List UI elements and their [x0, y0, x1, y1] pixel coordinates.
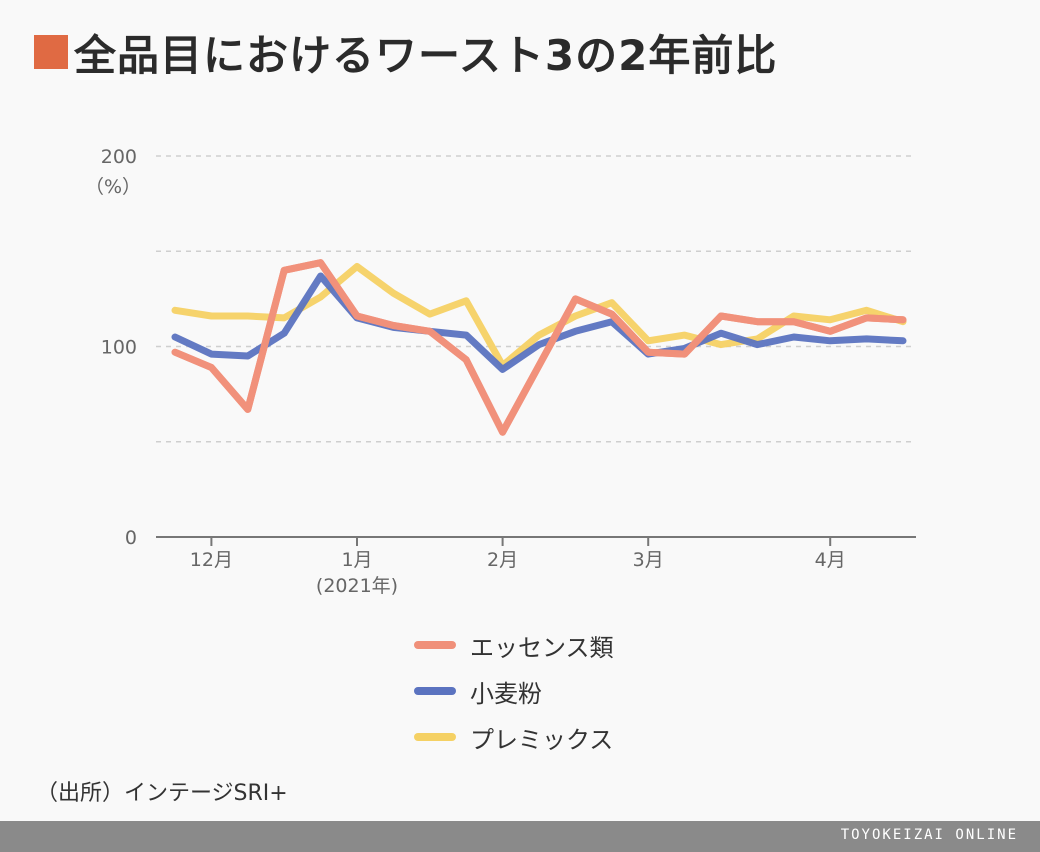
y-tick-label-100: 100	[101, 337, 137, 359]
chart-title: 全品目におけるワースト3の2年前比	[34, 22, 777, 82]
title-marker-square	[34, 35, 68, 69]
x-tick-label-2: 2月	[487, 549, 518, 571]
y-tick-label-0: 0	[125, 527, 137, 549]
y-axis-unit-label: （%）	[85, 176, 141, 198]
chart-legend: エッセンス類 小麦粉 プレミックス	[414, 622, 614, 760]
source-note: （出所）インテージSRI+	[36, 781, 288, 806]
legend-label-essence: エッセンス類	[470, 633, 614, 662]
legend-label-flour: 小麦粉	[470, 679, 542, 708]
series-line-0-top	[171, 259, 907, 436]
legend-item-premix: プレミックス	[414, 714, 614, 760]
line-chart: 0 100 200 （%） 12月 1月 (2021年) 2月 3月 4月	[85, 146, 916, 597]
x-tick-label-4: 4月	[815, 549, 846, 571]
legend-item-essence: エッセンス類	[414, 622, 614, 668]
series-line-1	[171, 272, 907, 373]
x-tick-label-0: 12月	[190, 549, 233, 571]
legend-swatch-flour	[414, 687, 456, 695]
legend-swatch-premix	[414, 733, 456, 741]
title-text: 全品目におけるワースト3の2年前比	[74, 30, 778, 80]
footer-bar: TOYOKEIZAI ONLINE	[0, 821, 1040, 852]
x-tick-label-3: 3月	[633, 549, 664, 571]
x-tick-label-1: 1月	[341, 549, 372, 571]
footer-brand: TOYOKEIZAI ONLINE	[840, 827, 1018, 843]
x-tick-sublabel-1: (2021年)	[316, 575, 398, 597]
legend-item-flour: 小麦粉	[414, 668, 614, 714]
y-tick-label-200: 200	[101, 146, 137, 168]
legend-label-premix: プレミックス	[470, 725, 614, 754]
legend-swatch-essence	[414, 641, 456, 649]
